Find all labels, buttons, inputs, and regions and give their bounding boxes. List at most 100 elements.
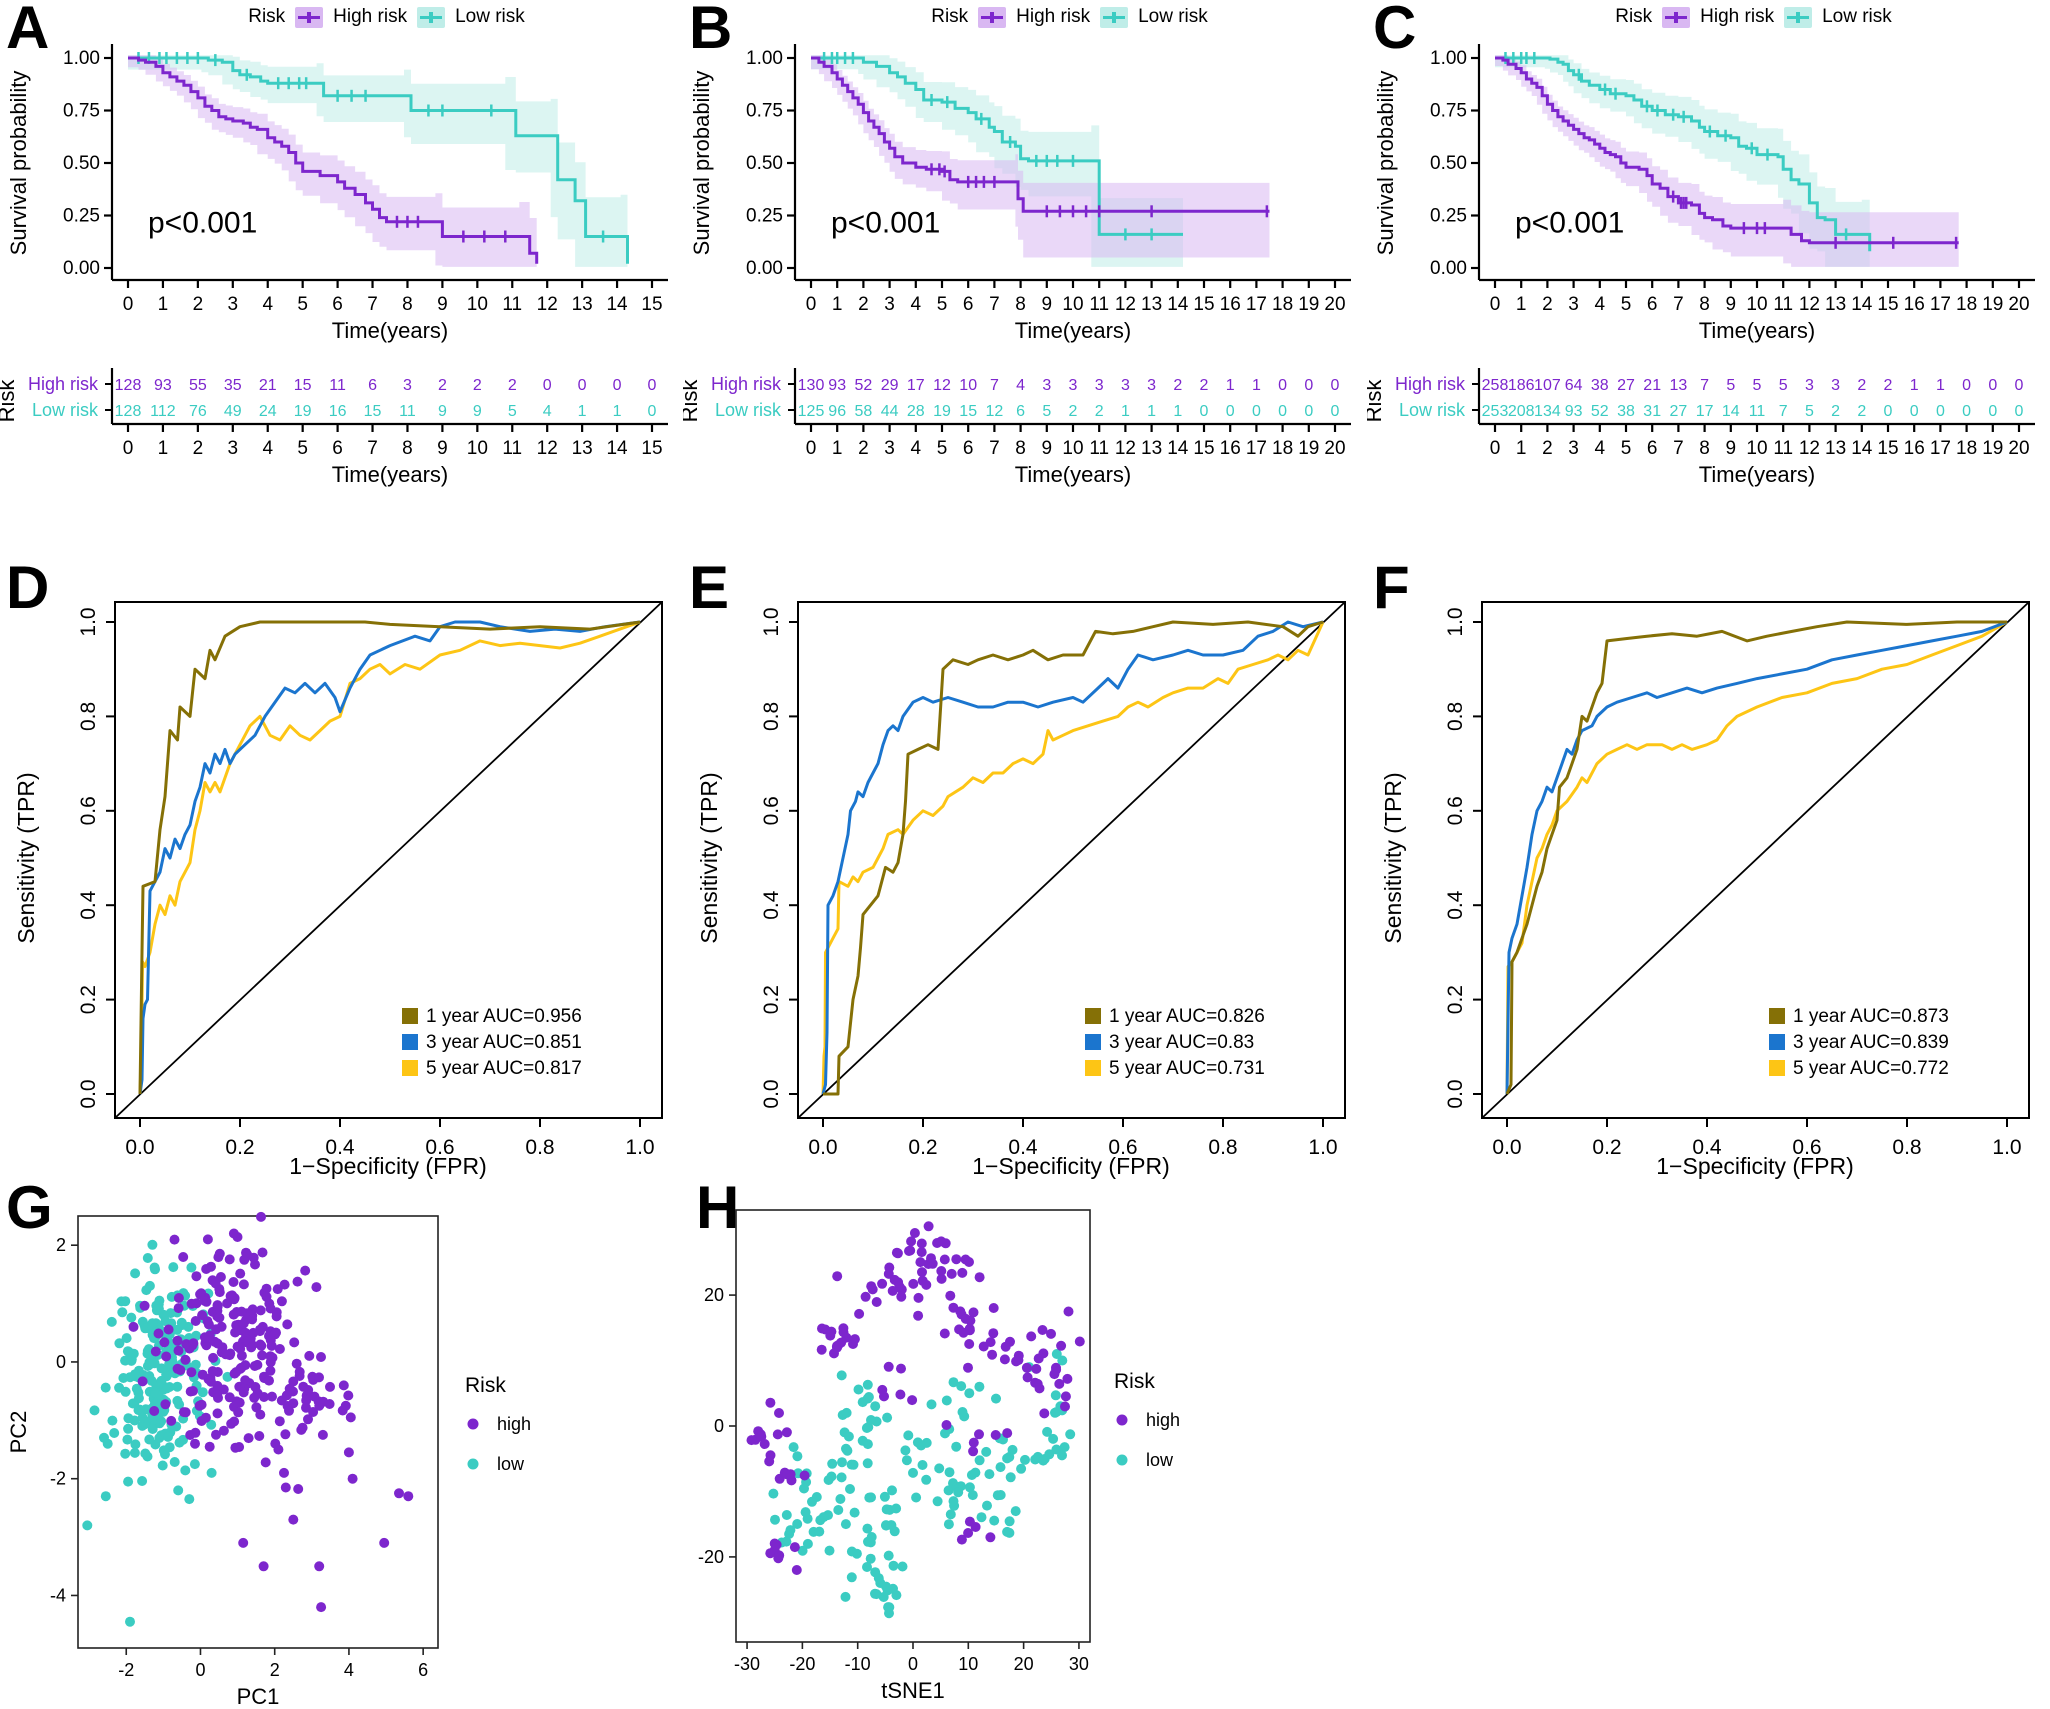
svg-text:29: 29: [881, 377, 899, 394]
svg-text:0.8: 0.8: [77, 702, 100, 731]
svg-text:3: 3: [1147, 377, 1156, 394]
svg-text:12: 12: [986, 403, 1004, 420]
svg-text:5: 5: [1042, 403, 1051, 420]
svg-text:0: 0: [1988, 377, 1997, 394]
svg-text:14: 14: [1167, 294, 1189, 315]
svg-text:3: 3: [1095, 377, 1104, 394]
km-chart-A: 1.000.750.500.250.000 1 2 3 4 5 6 7 8 9 10 11 12 13 14…: [0, 44, 668, 487]
roc-curve-3: [821, 621, 1325, 1095]
svg-text:0: 0: [1490, 294, 1501, 315]
svg-text:3: 3: [228, 294, 239, 315]
svg-text:p<0.001: p<0.001: [148, 206, 257, 239]
svg-text:2: 2: [193, 438, 204, 459]
panel-letter-E: E: [689, 554, 730, 621]
svg-text:11: 11: [1749, 403, 1766, 420]
svg-text:6: 6: [332, 294, 343, 315]
svg-text:p<0.001: p<0.001: [1515, 206, 1624, 239]
svg-text:1−Specificity (FPR): 1−Specificity (FPR): [972, 1153, 1169, 1179]
panel-C: C Risk High risk Low risk 1.00 0.75 0.50 0.…: [1367, 0, 2050, 560]
svg-text:1.0: 1.0: [77, 607, 100, 636]
panel-letter-F: F: [1373, 554, 1410, 621]
svg-text:5: 5: [1753, 377, 1762, 394]
svg-text:0.2: 0.2: [908, 1136, 937, 1159]
svg-text:12: 12: [537, 438, 558, 459]
svg-text:1.0: 1.0: [625, 1136, 654, 1159]
svg-text:13: 13: [1141, 438, 1162, 459]
svg-text:17: 17: [1696, 403, 1714, 420]
svg-text:8: 8: [1015, 294, 1026, 315]
svg-text:0: 0: [1490, 438, 1501, 459]
panel-letter-B: B: [689, 0, 733, 61]
svg-text:0.6: 0.6: [1792, 1136, 1821, 1159]
svg-text:12: 12: [537, 294, 558, 315]
svg-text:1: 1: [158, 438, 169, 459]
svg-text:15: 15: [1193, 294, 1214, 315]
high-risk-curve: [1495, 56, 1959, 245]
svg-text:-30: -30: [734, 1654, 760, 1674]
svg-text:1: 1: [158, 294, 169, 315]
svg-text:21: 21: [259, 377, 277, 394]
svg-text:Risk: Risk: [1114, 1370, 1155, 1393]
svg-text:1: 1: [1147, 403, 1156, 420]
svg-text:0.2: 0.2: [760, 985, 783, 1014]
svg-text:0.4: 0.4: [1444, 890, 1467, 920]
svg-text:0.00: 0.00: [746, 258, 783, 279]
svg-text:7: 7: [1779, 403, 1788, 420]
svg-text:4: 4: [1595, 294, 1606, 315]
svg-text:11: 11: [1089, 438, 1109, 459]
svg-text:9: 9: [1726, 438, 1737, 459]
svg-text:1: 1: [578, 403, 587, 420]
panel-letter-D: D: [6, 554, 50, 621]
panel-E: E 0.0 0.0 0.2 0.2 0.4 0.4 0.6 0.6 0.8 0.8 1.0 1.0 1 …: [683, 556, 1366, 1180]
svg-text:5: 5: [1726, 377, 1735, 394]
svg-text:4: 4: [1595, 438, 1606, 459]
svg-text:0: 0: [908, 1654, 918, 1674]
svg-text:17: 17: [1930, 438, 1951, 459]
high-risk-swatch: [1662, 6, 1691, 28]
svg-text:1−Specificity (FPR): 1−Specificity (FPR): [1656, 1153, 1853, 1179]
svg-text:0.6: 0.6: [425, 1136, 454, 1159]
svg-text:253: 253: [1482, 403, 1509, 420]
km-chart-B: 1.000.750.500.250.000 1 2 3 4 5 6 7 8 9 10 11 12 13 14…: [683, 44, 1351, 487]
svg-text:5: 5: [937, 438, 948, 459]
svg-text:High risk: High risk: [1395, 374, 1466, 394]
svg-text:3: 3: [228, 438, 239, 459]
roc-curve-1: [1505, 620, 2007, 1095]
svg-text:3: 3: [1042, 377, 1051, 394]
svg-text:3: 3: [1568, 438, 1579, 459]
svg-text:12: 12: [933, 377, 951, 394]
svg-text:20: 20: [1014, 1654, 1034, 1674]
svg-text:0.4: 0.4: [77, 890, 100, 920]
svg-text:0.75: 0.75: [746, 101, 783, 122]
svg-text:11: 11: [329, 377, 346, 394]
svg-text:0: 0: [1884, 403, 1893, 420]
svg-text:3: 3: [884, 438, 895, 459]
svg-text:0: 0: [543, 377, 552, 394]
svg-text:7: 7: [1673, 294, 1684, 315]
low-risk-label: Low risk: [455, 6, 525, 27]
svg-text:0.75: 0.75: [63, 101, 100, 122]
svg-text:Sensitivity (TPR): Sensitivity (TPR): [13, 772, 39, 943]
svg-text:1 year AUC=0.826: 1 year AUC=0.826: [1109, 1006, 1265, 1027]
svg-text:5: 5: [1779, 377, 1788, 394]
svg-text:0: 0: [2015, 377, 2024, 394]
svg-text:1: 1: [1936, 377, 1945, 394]
svg-text:186: 186: [1508, 377, 1535, 394]
roc-curve-3: [1505, 620, 2008, 1095]
svg-text:10: 10: [1062, 294, 1083, 315]
svg-text:14: 14: [606, 438, 628, 459]
svg-text:0.8: 0.8: [1208, 1136, 1237, 1159]
svg-text:15: 15: [1193, 438, 1214, 459]
svg-text:10: 10: [958, 1654, 978, 1674]
svg-text:8: 8: [402, 438, 413, 459]
svg-text:7: 7: [1673, 438, 1684, 459]
svg-text:3: 3: [1121, 377, 1130, 394]
svg-text:0: 0: [1962, 403, 1971, 420]
svg-text:1: 1: [832, 438, 843, 459]
svg-text:p<0.001: p<0.001: [831, 206, 940, 239]
roc-chart-D: 0.0 0.0 0.2 0.2 0.4 0.4 0.6 0.6 0.8 0.8 1.0 1.0 1 ye…: [13, 601, 663, 1179]
svg-text:11: 11: [1773, 438, 1793, 459]
svg-text:18: 18: [1956, 438, 1977, 459]
svg-text:0.0: 0.0: [1444, 1079, 1467, 1108]
svg-text:4: 4: [1016, 377, 1025, 394]
